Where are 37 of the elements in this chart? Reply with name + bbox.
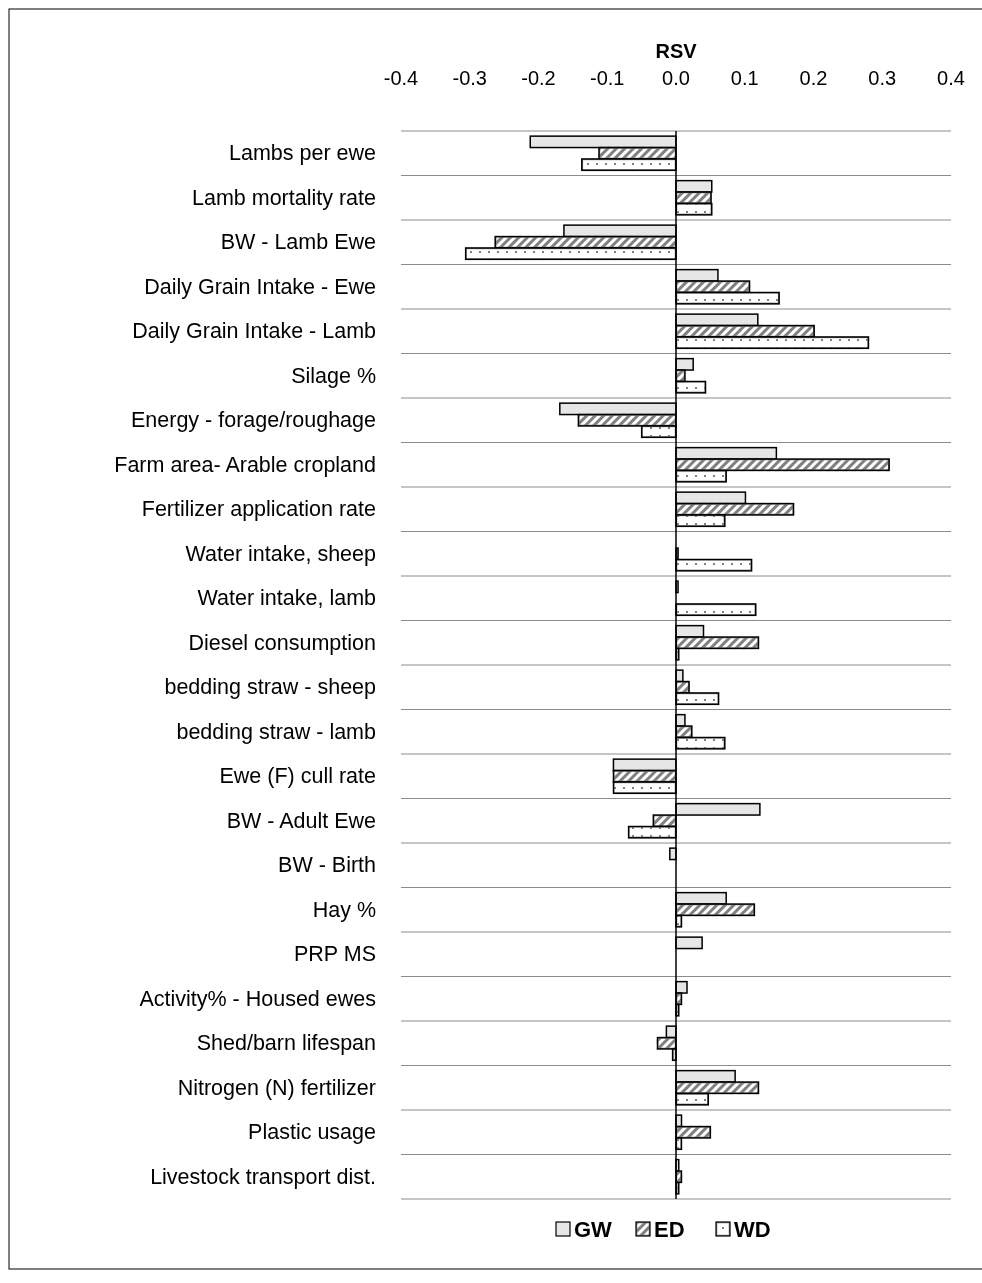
x-tick-label: -0.4 [383,67,419,89]
legend-label: GW [574,1216,613,1242]
y-tick-label: Silage % [291,363,376,388]
y-tick-label: bedding straw - lamb [176,719,377,744]
y-tick-label: Daily Grain Intake - Ewe [144,274,376,299]
y-tick-label: Ewe (F) cull rate [219,764,376,789]
y-tick-label: BW - Adult Ewe [226,808,376,833]
x-tick-label: -0.1 [590,67,625,89]
x-tick-label: 0.0 [662,67,690,89]
x-tick-label: -0.2 [521,67,556,89]
y-tick-label: Water intake, sheep [185,541,377,566]
y-tick-label: Livestock transport dist. [150,1164,376,1189]
legend-label: ED [654,1216,685,1242]
y-tick-label: Activity% - Housed ewes [139,986,376,1011]
y-tick-label: Nitrogen (N) fertilizer [177,1075,376,1100]
y-tick-label: Water intake, lamb [197,586,377,611]
y-tick-label: Lamb mortality rate [191,185,376,210]
y-tick-label: BW - Lamb Ewe [220,230,376,255]
y-tick-label: Shed/barn lifespan [196,1031,376,1056]
y-tick-label: Hay % [312,897,376,922]
y-tick-label: BW - Birth [278,853,376,878]
x-tick-label: 0.1 [730,67,759,89]
x-tick-label: 0.3 [868,67,897,89]
x-tick-label: -0.3 [452,67,487,89]
legend-label: WD [734,1216,771,1242]
x-tick-label: 0.4 [937,67,965,89]
y-tick-label: Daily Grain Intake - Lamb [132,319,377,344]
y-tick-label: Energy - forage/roughage [130,408,376,433]
y-tick-label: PRP MS [293,942,376,967]
y-tick-label: bedding straw - sheep [164,675,377,700]
y-tick-label: Fertilizer application rate [141,497,376,522]
y-tick-label: Plastic usage [248,1120,376,1145]
y-tick-label: Diesel consumption [188,630,376,655]
y-tick-label: Lambs per ewe [229,141,376,166]
x-tick-label: 0.2 [799,67,828,89]
y-tick-label: Farm area- Arable cropland [114,452,376,477]
x-axis-title: RSV [655,40,698,62]
